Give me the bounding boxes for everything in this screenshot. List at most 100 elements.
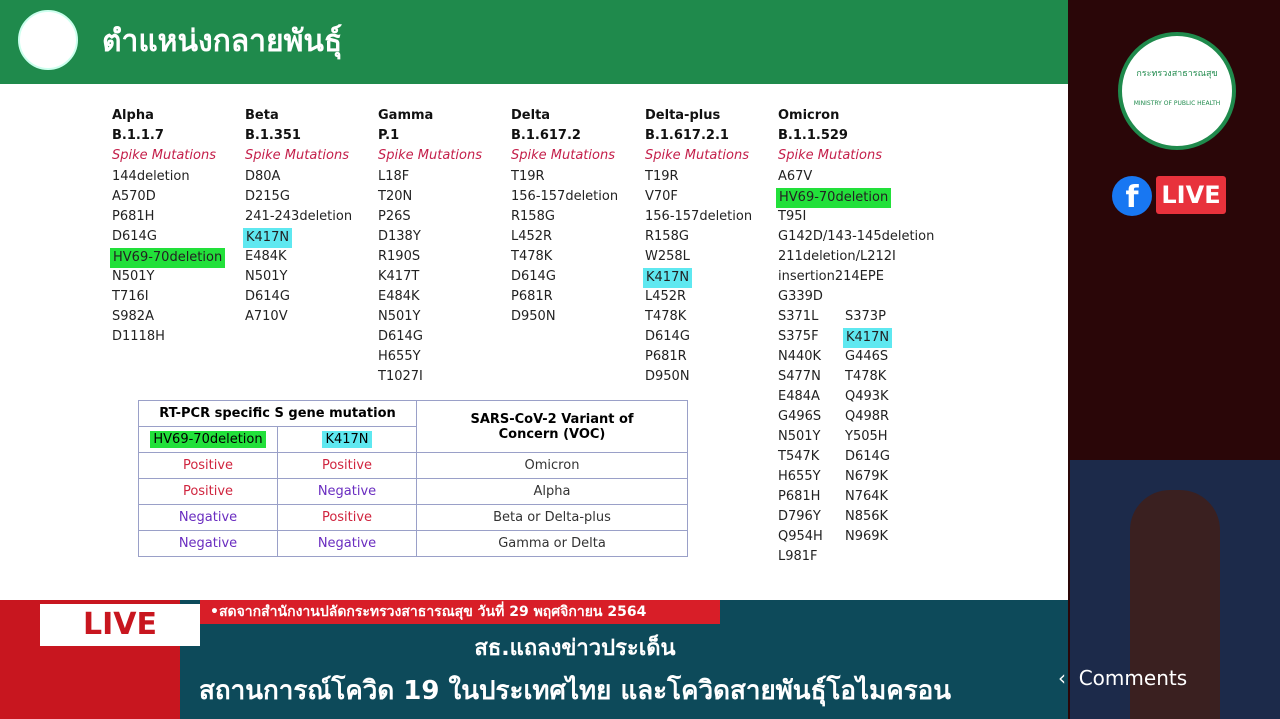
mutation: D614G <box>845 449 890 464</box>
variant-name: Beta <box>245 108 279 123</box>
mutation: E484A <box>778 389 820 404</box>
table-cell: Beta or Delta-plus <box>416 504 688 531</box>
slide-title: ตำแหน่งกลายพันธุ์ <box>102 24 343 59</box>
mutation: S477N <box>778 369 821 384</box>
mutation: T19R <box>511 169 545 184</box>
mutation: 211deletion/L212I <box>778 249 896 264</box>
table-row: Negative Positive Beta or Delta-plus <box>138 504 688 531</box>
mutation: T20N <box>378 189 413 204</box>
mutation: 156-157deletion <box>645 209 753 224</box>
mutation: P681R <box>645 349 687 364</box>
mutation: G496S <box>778 409 822 424</box>
mutation: S373P <box>845 309 886 324</box>
mutation: R158G <box>645 229 689 244</box>
mutation: 156-157deletion <box>511 189 619 204</box>
mutation: A67V <box>778 169 813 184</box>
variant-name: Delta-plus <box>645 108 721 123</box>
spike-label: Spike Mutations <box>112 148 216 163</box>
variant-lineage: B.1.617.2 <box>511 128 581 143</box>
mutation: D614G <box>378 329 423 344</box>
mutation: S982A <box>112 309 154 324</box>
mutation: Q493K <box>845 389 889 404</box>
live-badge: LIVE <box>1156 176 1226 214</box>
mutation: D796Y <box>778 509 821 524</box>
table-header: RT-PCR specific S gene mutation <box>138 400 417 427</box>
table-cell: Negative <box>138 530 278 557</box>
mutation: T478K <box>511 249 553 264</box>
ministry-logo: กระทรวงสาธารณสุข MINISTRY OF PUBLIC HEAL… <box>1118 32 1236 150</box>
mutation: H655Y <box>778 469 821 484</box>
mutation: T716I <box>112 289 149 304</box>
mutation: N501Y <box>245 269 288 284</box>
mutation: Y505H <box>845 429 888 444</box>
mutation: D950N <box>511 309 556 324</box>
mutation: HV69-70deletion <box>776 188 892 208</box>
mutation: T478K <box>645 309 687 324</box>
mutation: Q498R <box>845 409 890 424</box>
mutation: D614G <box>112 229 157 244</box>
variant-lineage: B.1.351 <box>245 128 301 143</box>
table-cell: Negative <box>277 530 417 557</box>
logo-text: กระทรวงสาธารณสุข <box>1136 69 1218 79</box>
comments-label[interactable]: Comments <box>1078 666 1188 690</box>
table-row: Negative Negative Gamma or Delta <box>138 530 688 557</box>
variant-name: Gamma <box>378 108 434 123</box>
mutation-column: K417N <box>277 426 417 453</box>
comments-button[interactable]: ‹ Comments <box>1058 666 1188 690</box>
mutation: D1118H <box>112 329 165 344</box>
spike-label: Spike Mutations <box>778 148 882 163</box>
mutation: A710V <box>245 309 288 324</box>
mutation: N501Y <box>112 269 155 284</box>
facebook-icon: f <box>1112 176 1152 216</box>
mutation: V70F <box>645 189 678 204</box>
headline: สธ.แถลงข่าวประเด็น <box>474 636 676 661</box>
pcr-table: RT-PCR specific S gene mutation SARS-CoV… <box>138 400 688 557</box>
interpreter <box>1130 490 1220 719</box>
mutation: L18F <box>378 169 410 184</box>
spike-label: Spike Mutations <box>645 148 749 163</box>
mutation: A570D <box>112 189 156 204</box>
mutation: S371L <box>778 309 819 324</box>
mutation: P681H <box>778 489 821 504</box>
table-cell: Gamma or Delta <box>416 530 688 557</box>
slide-header: ตำแหน่งกลายพันธุ์ <box>0 0 1068 84</box>
table-row: Positive Positive Omicron <box>138 452 688 479</box>
column-label: K417N <box>322 431 372 448</box>
mutation: D138Y <box>378 229 421 244</box>
sign-language-video <box>1070 460 1280 719</box>
mutation: L452R <box>511 229 553 244</box>
mutation: N440K <box>778 349 822 364</box>
spike-label: Spike Mutations <box>511 148 615 163</box>
mutation: N764K <box>845 489 889 504</box>
mutation: D215G <box>245 189 290 204</box>
variant-lineage: B.1.1.7 <box>112 128 164 143</box>
mutation: T547K <box>778 449 820 464</box>
table-cell: Alpha <box>416 478 688 505</box>
mutation: E484K <box>378 289 420 304</box>
logo-subtext: MINISTRY OF PUBLIC HEALTH <box>1133 100 1221 107</box>
mutation: P681R <box>511 289 553 304</box>
mutation: L452R <box>645 289 687 304</box>
mutation: T478K <box>845 369 887 384</box>
variant-lineage: B.1.1.529 <box>778 128 848 143</box>
table-cell: Positive <box>277 504 417 531</box>
mutation: G339D <box>778 289 823 304</box>
mutation: L981F <box>778 549 818 564</box>
mutation: D614G <box>245 289 290 304</box>
mutation-column: HV69-70deletion <box>138 426 278 453</box>
table-cell: Negative <box>138 504 278 531</box>
ticker: •สดจากสำนักงานปลัดกระทรวงสาธารณสุข วันที… <box>200 600 720 624</box>
slide: ตำแหน่งกลายพันธุ์ Alpha B.1.1.7 Spike Muta… <box>0 0 1068 600</box>
mutation: D80A <box>245 169 281 184</box>
slide-logo <box>18 10 78 70</box>
table-cell: Positive <box>138 452 278 479</box>
table-cell: Omicron <box>416 452 688 479</box>
mutation: N856K <box>845 509 889 524</box>
mutation: N969K <box>845 529 889 544</box>
spike-label: Spike Mutations <box>245 148 349 163</box>
mutation: W258L <box>645 249 690 264</box>
banner-live: LIVE <box>40 604 200 646</box>
news-banner: LIVE •สดจากสำนักงานปลัดกระทรวงสาธารณสุข … <box>0 600 1068 719</box>
variant-name: Omicron <box>778 108 840 123</box>
table-cell: Positive <box>277 452 417 479</box>
